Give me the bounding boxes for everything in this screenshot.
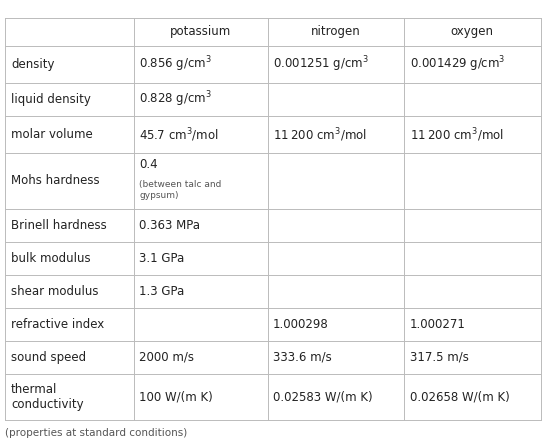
Text: (between talc and
gypsum): (between talc and gypsum) [139,180,222,200]
Text: 0.02658 W/(m K): 0.02658 W/(m K) [410,391,509,404]
Text: nitrogen: nitrogen [311,25,361,38]
Text: 0.001429 g/cm$^3$: 0.001429 g/cm$^3$ [410,55,505,74]
Text: liquid density: liquid density [11,93,91,106]
Text: 0.363 MPa: 0.363 MPa [139,219,200,232]
Text: 1.000271: 1.000271 [410,318,465,331]
Text: refractive index: refractive index [11,318,104,331]
Text: 3.1 GPa: 3.1 GPa [139,252,185,265]
Text: 0.828 g/cm$^3$: 0.828 g/cm$^3$ [139,90,212,110]
Text: 317.5 m/s: 317.5 m/s [410,351,468,364]
Text: Brinell hardness: Brinell hardness [11,219,106,232]
Text: 333.6 m/s: 333.6 m/s [273,351,332,364]
Text: 2000 m/s: 2000 m/s [139,351,194,364]
Text: potassium: potassium [170,25,232,38]
Text: bulk modulus: bulk modulus [11,252,91,265]
Text: 11 200 cm$^3$/mol: 11 200 cm$^3$/mol [273,126,367,143]
Text: shear modulus: shear modulus [11,285,98,298]
Text: 0.856 g/cm$^3$: 0.856 g/cm$^3$ [139,55,212,74]
Text: molar volume: molar volume [11,128,93,141]
Text: 11 200 cm$^3$/mol: 11 200 cm$^3$/mol [410,126,503,143]
Text: density: density [11,58,55,71]
Text: Mohs hardness: Mohs hardness [11,174,99,187]
Text: oxygen: oxygen [451,25,494,38]
Text: thermal
conductivity: thermal conductivity [11,383,84,411]
Text: sound speed: sound speed [11,351,86,364]
Text: 0.001251 g/cm$^3$: 0.001251 g/cm$^3$ [273,55,369,74]
Text: 1.3 GPa: 1.3 GPa [139,285,185,298]
Text: (properties at standard conditions): (properties at standard conditions) [5,428,188,438]
Text: 100 W/(m K): 100 W/(m K) [139,391,213,404]
Text: 45.7 cm$^3$/mol: 45.7 cm$^3$/mol [139,126,219,143]
Text: 1.000298: 1.000298 [273,318,329,331]
Text: 0.02583 W/(m K): 0.02583 W/(m K) [273,391,373,404]
Text: 0.4: 0.4 [139,158,158,171]
